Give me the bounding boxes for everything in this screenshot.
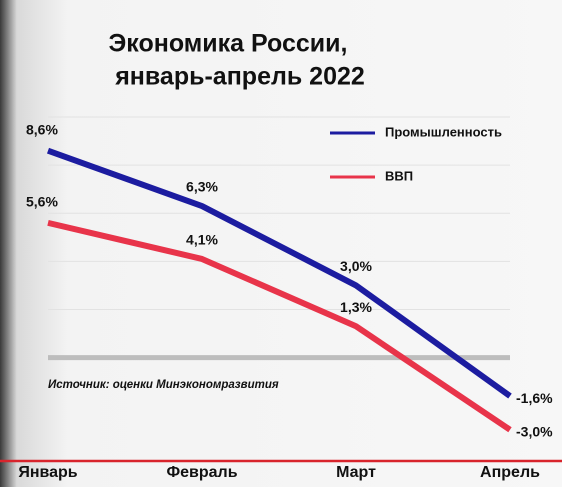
line: [46, 147, 512, 399]
data-label: 6,3%: [186, 179, 218, 195]
x-tick-label: Январь: [18, 464, 77, 481]
data-label: 4,1%: [186, 232, 218, 248]
legend-label: ВВП: [385, 168, 413, 183]
legend-label: Промышленность: [385, 124, 502, 139]
data-label: -1,6%: [516, 390, 553, 406]
data-label: 3,0%: [340, 258, 372, 274]
source-note: Источник: оценки Минэкономразвития: [48, 379, 279, 391]
x-tick-label: Февраль: [166, 464, 237, 481]
data-label: 5,6%: [26, 194, 58, 210]
chart-title: январь-апрель 2022: [114, 63, 365, 91]
chart-title: Экономика России,: [109, 30, 348, 58]
line: [47, 219, 512, 433]
data-label: 8,6%: [26, 121, 58, 137]
x-tick-label: Март: [336, 464, 376, 481]
data-label: 1,3%: [340, 299, 372, 315]
data-label: -3,0%: [516, 423, 553, 439]
x-tick-label: Апрель: [480, 464, 540, 481]
